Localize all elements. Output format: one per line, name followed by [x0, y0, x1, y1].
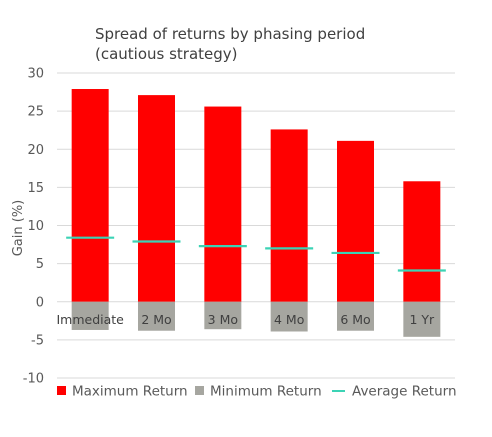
- category-label: 1 Yr: [409, 312, 435, 327]
- legend-label-maximum-return: Maximum Return: [72, 384, 188, 400]
- y-tick-label: -10: [23, 372, 44, 387]
- legend-label-average-return: Average Return: [352, 384, 457, 400]
- y-tick-label: 10: [27, 219, 44, 234]
- chart-title-line-1: Spread of returns by phasing period: [95, 25, 365, 43]
- category-label: Immediate: [56, 312, 124, 327]
- min-return-bar: [403, 301, 441, 337]
- y-tick-label: 20: [27, 143, 44, 158]
- min-return-bar: [270, 301, 308, 332]
- y-tick-labels: 30 25 20 15 10 5 0 -5 -10: [23, 67, 44, 387]
- max-return-bar: [204, 106, 242, 302]
- average-markers: [66, 236, 446, 272]
- y-tick-label: 5: [36, 257, 44, 272]
- max-return-bar: [270, 129, 308, 302]
- category-label: 4 Mo: [274, 312, 304, 327]
- max-return-bar: [403, 181, 441, 302]
- category-label: 3 Mo: [208, 312, 238, 327]
- chart-title-line-2: (cautious strategy): [95, 45, 238, 63]
- max-return-bar: [337, 140, 374, 302]
- legend-swatch-minimum-return: [195, 386, 204, 395]
- min-return-bar: [337, 301, 374, 331]
- legend-label-minimum-return: Minimum Return: [210, 384, 322, 400]
- category-labels: Immediate 2 Mo 3 Mo 4 Mo 6 Mo 1 Yr: [56, 312, 435, 327]
- legend-swatch-maximum-return: [57, 386, 66, 395]
- y-tick-label: 30: [27, 67, 44, 82]
- grid-lines: [57, 72, 455, 379]
- bars: [71, 89, 441, 337]
- min-return-bar: [71, 301, 109, 330]
- category-label: 2 Mo: [141, 312, 171, 327]
- legend: Maximum Return Minimum Return Average Retu…: [57, 384, 457, 400]
- y-tick-label: 15: [27, 181, 44, 196]
- category-label: 6 Mo: [340, 312, 370, 327]
- y-tick-label: 0: [36, 295, 44, 310]
- y-axis-label: Gain (%): [11, 200, 26, 257]
- min-return-bar: [138, 301, 175, 331]
- min-return-bar: [204, 301, 242, 330]
- y-tick-label: 25: [27, 105, 44, 120]
- max-return-bar: [138, 95, 175, 302]
- y-tick-label: -5: [31, 333, 44, 348]
- max-return-bar: [71, 89, 109, 302]
